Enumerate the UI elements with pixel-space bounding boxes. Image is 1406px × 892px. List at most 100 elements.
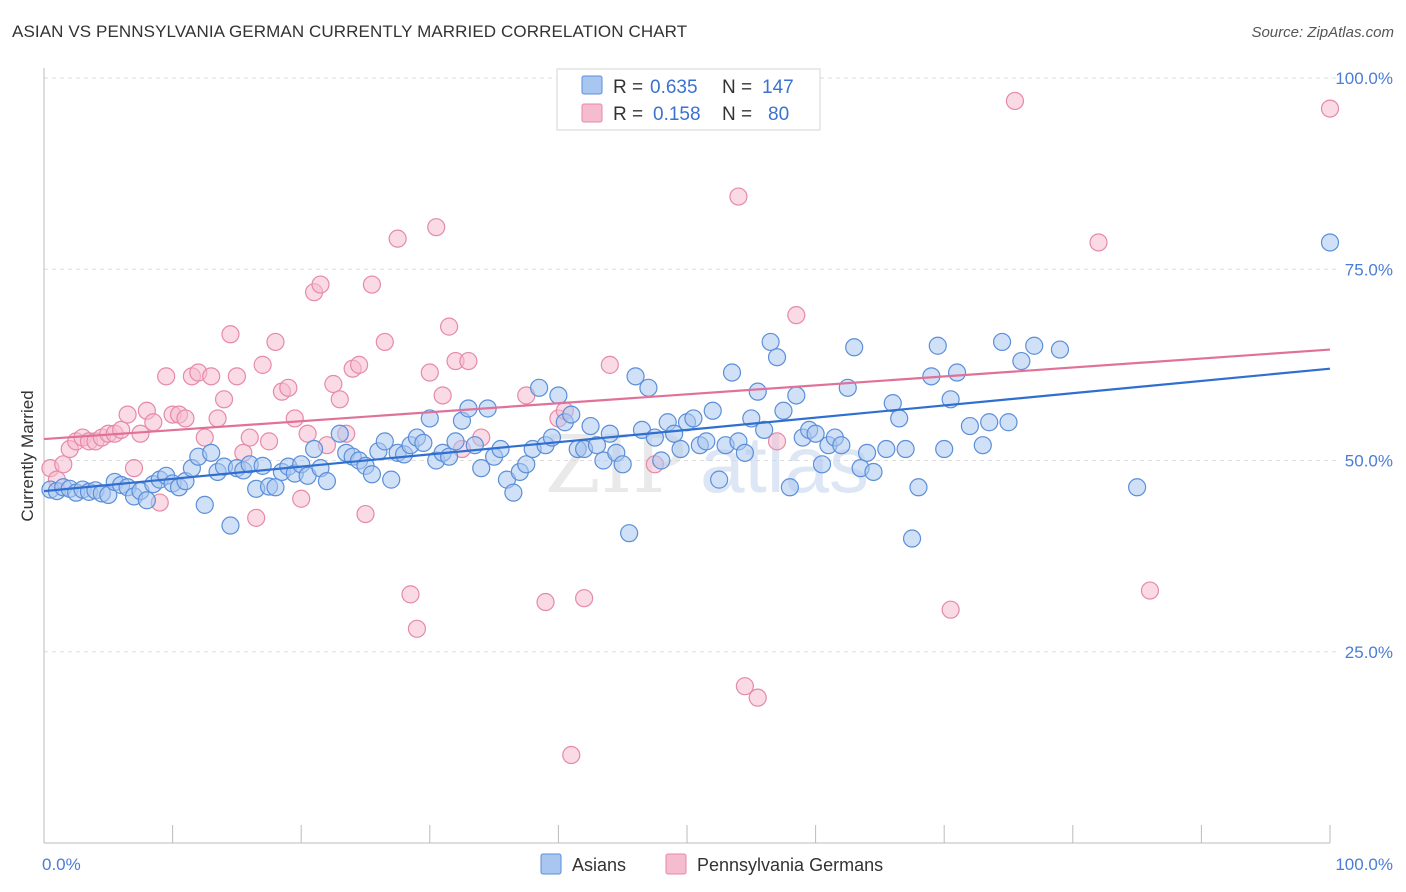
asian-point <box>1127 478 1147 497</box>
asian-point <box>703 401 722 420</box>
asian-point <box>722 363 742 382</box>
asian-point <box>414 433 433 453</box>
asian-point <box>587 436 607 455</box>
legend-n-label-pg: N = <box>722 104 752 125</box>
asian-point <box>806 424 825 443</box>
asian-point <box>202 443 221 462</box>
asian-point <box>137 491 156 510</box>
asian-point <box>581 416 600 436</box>
bottom-legend-swatch-asians <box>540 853 562 875</box>
asian-point <box>935 439 954 459</box>
asian-point <box>857 443 877 462</box>
pg-point <box>266 332 285 352</box>
y-tick-label-1: 50.0% <box>1345 452 1393 471</box>
pg-point <box>298 424 317 443</box>
legend-r-label-asians: R = <box>613 77 643 98</box>
pg-point <box>208 409 227 428</box>
pg-point <box>735 677 754 696</box>
legend-swatch-asians <box>581 75 603 95</box>
asian-point <box>420 409 439 428</box>
asians-points <box>41 233 1340 548</box>
pg-point <box>221 325 240 344</box>
asian-point <box>439 447 459 466</box>
legend-r-value-asians: 0.635 <box>650 77 698 98</box>
asian-point <box>613 455 632 474</box>
pg-point <box>349 355 369 374</box>
y-tick-label-2: 75.0% <box>1345 260 1393 279</box>
asian-point <box>902 529 922 548</box>
pg-point <box>311 275 330 294</box>
pg-point <box>1005 91 1025 111</box>
asian-point <box>992 332 1012 352</box>
source-label: Source: ZipAtlas.com <box>1251 24 1394 41</box>
gridlines <box>44 77 1340 653</box>
pg-point <box>240 428 259 447</box>
pg-point <box>124 459 144 478</box>
pg-point <box>330 390 349 409</box>
legend-n-label-asians: N = <box>722 77 752 98</box>
pg-point <box>420 363 439 382</box>
asian-point <box>697 432 716 451</box>
pg-point <box>259 432 279 451</box>
asian-point <box>671 439 690 459</box>
pg-point <box>202 367 221 386</box>
asian-point <box>266 478 285 497</box>
asian-point <box>845 338 864 357</box>
asian-point <box>735 443 754 462</box>
asian-point <box>639 378 658 397</box>
asian-point <box>626 367 645 386</box>
x-tick-label-0: 0.0% <box>42 855 81 874</box>
asian-point <box>382 470 401 489</box>
asian-point <box>864 462 883 482</box>
asian-point <box>710 470 729 489</box>
pg-point <box>575 589 594 608</box>
pg-point <box>195 428 214 447</box>
pg-point <box>1320 99 1340 118</box>
pg-point <box>767 432 787 451</box>
asian-point <box>755 420 774 439</box>
asian-point <box>304 439 324 459</box>
asian-point <box>1050 340 1070 359</box>
asian-point <box>562 405 581 424</box>
pg-point <box>227 367 246 386</box>
pg-point <box>279 378 298 397</box>
asian-point <box>330 424 349 443</box>
legend-n-value-asians: 147 <box>762 77 794 98</box>
y-axis-title: Currently Married <box>18 390 37 521</box>
asian-point <box>980 413 999 432</box>
bottom-legend-label-asians: Asians <box>572 855 626 875</box>
asian-point <box>832 436 851 455</box>
pg-point <box>729 187 748 206</box>
asian-point <box>362 465 382 484</box>
asian-point <box>973 436 992 455</box>
pg-point <box>324 374 343 394</box>
pg-point <box>401 585 420 604</box>
pg-point <box>144 413 163 432</box>
asian-point <box>1025 336 1044 355</box>
pg-point <box>433 386 452 405</box>
legend-n-value-pg: 80 <box>768 104 789 125</box>
pg-point <box>600 355 619 374</box>
asian-point <box>1012 351 1031 371</box>
pg-point <box>118 405 137 424</box>
legend-swatch-pg <box>581 103 603 123</box>
asian-point <box>774 401 793 420</box>
asian-point <box>221 516 240 535</box>
asian-point <box>748 382 767 401</box>
asian-trend-line <box>43 367 1331 493</box>
pg-point <box>356 504 375 524</box>
pg-point <box>292 489 311 508</box>
asian-point <box>947 363 967 382</box>
asian-point <box>896 439 915 459</box>
watermark-atlas: atlas <box>700 420 869 509</box>
pg-point <box>748 688 767 707</box>
pg-point <box>253 355 272 374</box>
asian-point <box>812 455 832 474</box>
asian-point <box>684 409 703 428</box>
asian-point <box>665 424 684 443</box>
asian-point <box>446 432 465 451</box>
asian-point <box>960 416 980 436</box>
pg-point <box>214 390 234 409</box>
asian-point <box>1320 233 1340 252</box>
asian-point <box>504 483 523 502</box>
